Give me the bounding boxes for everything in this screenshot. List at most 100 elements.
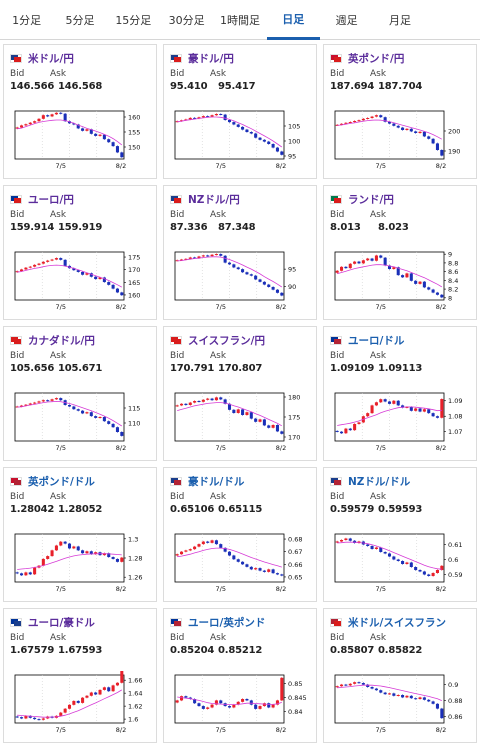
currency-card[interactable]: NZドル/ドル Bid Ask 0.59579 0.59593 0.61 0.6 0.59 7/… bbox=[323, 467, 477, 602]
bid-label: Bid bbox=[10, 492, 25, 502]
candle-body bbox=[175, 700, 179, 703]
price-chart[interactable]: 1.3 1.28 1.26 7/5 8/2 bbox=[12, 530, 150, 592]
tab-30min[interactable]: 30分足 bbox=[168, 14, 205, 27]
price-chart[interactable]: 98.88.68.48.28 7/5 8/2 bbox=[332, 248, 470, 310]
price-chart[interactable]: 105 100 95 7/5 8/2 bbox=[172, 107, 310, 169]
candle-body bbox=[254, 275, 258, 280]
candle-body bbox=[396, 125, 400, 128]
price-chart[interactable]: 200 190 7/5 8/2 bbox=[332, 107, 470, 169]
currency-card[interactable]: ユーロ/円 Bid Ask 159.914 159.919 175 170 165 160 7/5… bbox=[3, 185, 157, 320]
currency-card[interactable]: 英ポンド/円 Bid Ask 187.694 187.704 200 190 7/5 8/2 bbox=[323, 44, 477, 179]
candle-body bbox=[223, 255, 227, 263]
candle-body bbox=[254, 418, 258, 422]
candle-body bbox=[206, 398, 210, 400]
currency-flag-icon bbox=[10, 476, 22, 486]
pair-name[interactable]: 英ポンド/ドル bbox=[28, 475, 95, 488]
currency-card[interactable]: ユーロ/英ポンド Bid Ask 0.85204 0.85212 0.85 0.845 0.8… bbox=[163, 608, 317, 743]
price-chart[interactable]: 0.85 0.845 0.84 7/5 8/2 bbox=[172, 671, 310, 733]
bid-value: 159.914 bbox=[10, 222, 55, 233]
y-tick-label: 115 bbox=[128, 405, 140, 413]
pair-name[interactable]: 豪ドル/円 bbox=[188, 52, 234, 65]
candle-body bbox=[344, 538, 348, 540]
ask-label: Ask bbox=[370, 633, 387, 643]
candle-body bbox=[414, 131, 418, 133]
currency-card[interactable]: カナダドル/円 Bid Ask 105.656 105.671 115 110 7/5 8/2 bbox=[3, 326, 157, 461]
tab-5min[interactable]: 5分足 bbox=[65, 14, 95, 27]
candle-body bbox=[72, 406, 76, 410]
pair-name[interactable]: 豪ドル/ドル bbox=[188, 475, 245, 488]
ask-label: Ask bbox=[370, 210, 387, 220]
pair-name[interactable]: スイスフラン/円 bbox=[188, 334, 266, 347]
candle-body bbox=[357, 261, 361, 264]
candle-body bbox=[59, 258, 63, 260]
pair-name[interactable]: カナダドル/円 bbox=[28, 334, 95, 347]
pair-name[interactable]: 米ドル/スイスフラン bbox=[348, 616, 447, 629]
price-chart[interactable]: 0.9 0.88 0.86 7/5 8/2 bbox=[332, 671, 470, 733]
x-tick-label: 8/2 bbox=[276, 726, 286, 733]
candle-body bbox=[440, 150, 444, 156]
tab-1hour[interactable]: 1時間足 bbox=[219, 14, 260, 27]
candle-body bbox=[435, 570, 439, 573]
pair-name[interactable]: ユーロ/豪ドル bbox=[28, 616, 95, 629]
currency-flag-icon bbox=[330, 476, 342, 486]
tab-1min[interactable]: 1分足 bbox=[12, 14, 42, 27]
x-tick-label: 7/5 bbox=[56, 303, 66, 310]
candle-body bbox=[193, 699, 197, 704]
pair-name[interactable]: NZドル/ドル bbox=[348, 475, 411, 488]
price-chart[interactable]: 160 155 150 7/5 8/2 bbox=[12, 107, 150, 169]
candle-body bbox=[102, 417, 106, 422]
candle-body bbox=[197, 117, 201, 119]
candle-body bbox=[258, 279, 262, 282]
pair-name[interactable]: NZドル/円 bbox=[188, 193, 240, 206]
candle-body bbox=[89, 692, 93, 696]
price-chart[interactable]: 0.68 0.67 0.66 0.65 7/5 8/2 bbox=[172, 530, 310, 592]
price-chart[interactable]: 95 90 7/5 8/2 bbox=[172, 248, 310, 310]
bid-label: Bid bbox=[170, 351, 185, 361]
candle-body bbox=[271, 425, 275, 428]
candle-body bbox=[206, 116, 210, 118]
currency-card[interactable]: ランド/円 Bid Ask 8.013 8.023 9 8.8 8.6 8.4 8.2 8 7/5 8/… bbox=[323, 185, 477, 320]
pair-name[interactable]: ランド/円 bbox=[348, 193, 394, 206]
candle-body bbox=[227, 551, 232, 556]
candle-body bbox=[89, 129, 93, 134]
ask-label: Ask bbox=[50, 633, 67, 643]
card-header: 英ポンド/円 bbox=[330, 51, 404, 65]
price-chart[interactable]: 1.66 1.64 1.62 1.6 7/5 8/2 bbox=[12, 671, 150, 733]
pair-name[interactable]: 米ドル/円 bbox=[28, 52, 74, 65]
candle-body bbox=[72, 546, 76, 549]
price-chart[interactable]: 0.61 0.6 0.59 7/5 8/2 bbox=[332, 530, 470, 592]
tab-week[interactable]: 週足 bbox=[335, 14, 358, 27]
candle-body bbox=[94, 276, 98, 280]
x-tick-label: 8/2 bbox=[276, 585, 286, 592]
candle-body bbox=[232, 409, 236, 413]
price-chart[interactable]: 115 110 7/5 8/2 bbox=[12, 389, 150, 451]
candle-body bbox=[15, 572, 19, 574]
moving-average-line bbox=[337, 406, 442, 426]
pair-name[interactable]: 英ポンド/円 bbox=[348, 52, 405, 65]
currency-card[interactable]: 豪ドル/ドル Bid Ask 0.65106 0.65115 0.68 0.67 0.66 0.… bbox=[163, 467, 317, 602]
pair-name[interactable]: ユーロ/ドル bbox=[348, 334, 405, 347]
currency-card[interactable]: スイスフラン/円 Bid Ask 170.791 170.807 180 175 170 7/5… bbox=[163, 326, 317, 461]
currency-card[interactable]: 豪ドル/円 Bid Ask 95.410 95.417 105 100 95 7/5 8/2 bbox=[163, 44, 317, 179]
currency-card[interactable]: ユーロ/ドル Bid Ask 1.09109 1.09113 1.09 1.08 1.07 7/… bbox=[323, 326, 477, 461]
tab-15min[interactable]: 15分足 bbox=[115, 14, 152, 27]
bid-label: Bid bbox=[10, 633, 25, 643]
candle-body bbox=[232, 264, 236, 268]
currency-card[interactable]: 英ポンド/ドル Bid Ask 1.28042 1.28052 1.3 1.28 1.26 7/… bbox=[3, 467, 157, 602]
currency-card[interactable]: ユーロ/豪ドル Bid Ask 1.67579 1.67593 1.66 1.64 1.62 1… bbox=[3, 608, 157, 743]
currency-card[interactable]: 米ドル/円 Bid Ask 146.566 146.568 160 155 150 7/5 8/2 bbox=[3, 44, 157, 179]
candle-body bbox=[335, 270, 339, 273]
candle-body bbox=[41, 558, 45, 566]
moving-average-line bbox=[17, 264, 122, 288]
currency-card[interactable]: NZドル/円 Bid Ask 87.336 87.348 95 90 7/5 8/2 bbox=[163, 185, 317, 320]
tab-month[interactable]: 月足 bbox=[388, 14, 411, 27]
candle-body bbox=[210, 398, 214, 401]
pair-name[interactable]: ユーロ/英ポンド bbox=[188, 616, 266, 629]
tab-day[interactable]: 日足 bbox=[266, 0, 320, 40]
pair-name[interactable]: ユーロ/円 bbox=[28, 193, 74, 206]
price-chart[interactable]: 180 175 170 7/5 8/2 bbox=[172, 389, 310, 451]
price-chart[interactable]: 1.09 1.08 1.07 7/5 8/2 bbox=[332, 389, 470, 451]
price-chart[interactable]: 175 170 165 160 7/5 8/2 bbox=[12, 248, 150, 310]
candle-body bbox=[262, 281, 266, 285]
currency-card[interactable]: 米ドル/スイスフラン Bid Ask 0.85807 0.85822 0.9 0.88 0.8… bbox=[323, 608, 477, 743]
